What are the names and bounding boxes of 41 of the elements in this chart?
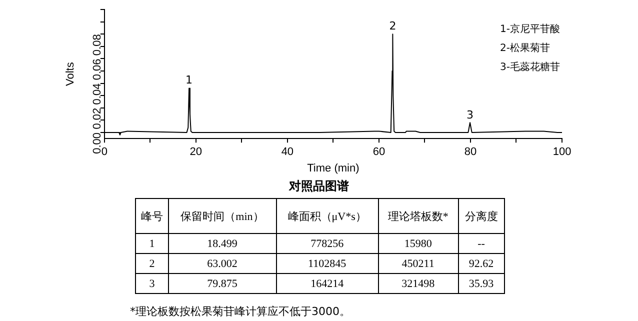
text: 18.499 [168, 234, 276, 254]
text: 1 [136, 234, 168, 254]
text: 理论塔板数* [378, 198, 458, 234]
y-tick-label: 0.04 [91, 83, 104, 105]
x-tick-label: 20 [190, 146, 202, 158]
text: 164214 [276, 274, 378, 294]
text: 分离度 [458, 198, 504, 234]
text: 1102845 [276, 254, 378, 274]
y-axis-title: Volts [64, 62, 77, 86]
annotation: 3-毛蕊花糖苷 [500, 60, 560, 75]
x-tick-label: 40 [281, 146, 294, 158]
text: 35.93 [458, 274, 504, 294]
y-tick-label: 0.08 [91, 34, 104, 56]
text: *理论板数按松果菊苷峰计算应不低于3000。 [130, 304, 350, 319]
text: 峰面积（μV*s） [276, 198, 378, 234]
x-tick-label: 60 [372, 146, 386, 158]
y-tick-label: 0.02 [91, 108, 104, 130]
y-tick-label: 0.00 [91, 132, 104, 154]
annotation: 2 [389, 20, 396, 33]
x-axis-title: Time (min) [307, 162, 360, 174]
annotation: 3 [466, 108, 474, 122]
annotation: 1-京尼平苷酸 [500, 22, 560, 37]
text: 峰号 [136, 198, 168, 234]
text: 3 [136, 274, 168, 294]
x-tick-label: 80 [464, 146, 477, 158]
annotation: 2-松果菊苷 [500, 42, 551, 56]
text: 保留时间（min） [168, 198, 276, 234]
x-tick-label: 0 [101, 146, 108, 158]
text: -- [458, 234, 504, 254]
y-tick-label: 0.06 [91, 58, 104, 80]
text: 15980 [378, 234, 458, 254]
text: 778256 [276, 234, 378, 254]
text: 92.62 [458, 254, 504, 274]
text: 450211 [378, 254, 458, 274]
text: 2 [136, 254, 168, 274]
text: 321498 [378, 274, 458, 294]
annotation: 1 [186, 74, 193, 87]
text: 63.002 [168, 254, 276, 274]
x-tick-label: 100 [552, 146, 572, 158]
text: 79.875 [168, 274, 276, 294]
text: 对照品图谱 [288, 178, 350, 195]
